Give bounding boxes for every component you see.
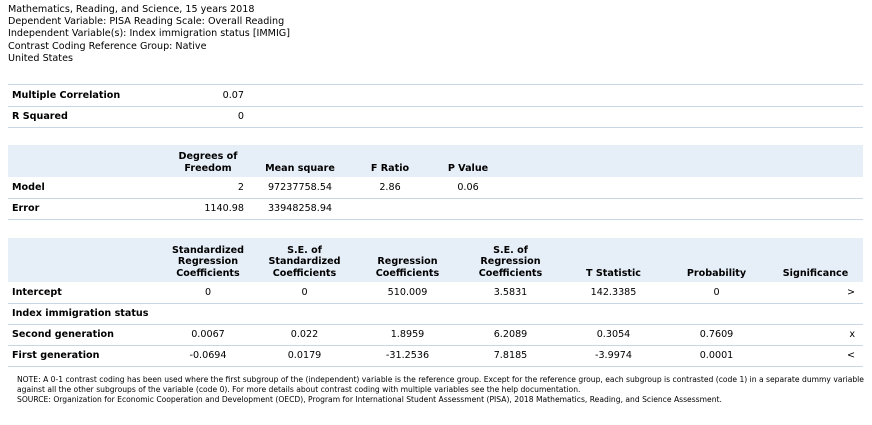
cell-se-reg: 6.2089 <box>459 324 562 346</box>
note-text: NOTE: A 0-1 contrast coding has been use… <box>17 375 864 394</box>
cell-p <box>428 198 508 220</box>
cell-value: 0 <box>188 106 248 128</box>
table-row: First generation -0.0694 0.0179 -31.2536… <box>8 345 863 367</box>
col-header-df: Degrees of Freedom <box>168 145 248 177</box>
row-label: Intercept <box>8 282 163 304</box>
col-header-prob: Probability <box>665 238 768 282</box>
col-header-se-std-line1: S.E. of <box>287 244 322 256</box>
cell-prob: 0.7609 <box>665 324 768 346</box>
header-line-country: United States <box>8 52 73 64</box>
cell-df: 1140.98 <box>168 198 248 220</box>
row-label: First generation <box>8 345 163 367</box>
cell-t: 142.3385 <box>562 282 665 304</box>
table-row: R Squared 0 <box>8 106 863 128</box>
col-header-reg-coef-line2: Coefficients <box>375 267 440 279</box>
cell-t: 0.3054 <box>562 324 665 346</box>
cell-value: 0.07 <box>188 85 248 107</box>
cell-reg: 1.8959 <box>356 324 459 346</box>
report-header: Mathematics, Reading, and Science, 15 ye… <box>8 4 290 65</box>
cell-t: -3.9974 <box>562 345 665 367</box>
col-header-p: P Value <box>428 145 508 177</box>
table-row: Second generation 0.0067 0.022 1.8959 6.… <box>8 324 863 346</box>
table-row: Model 2 97237758.54 2.86 0.06 <box>8 177 863 199</box>
col-header-ms: Mean square <box>248 145 352 177</box>
col-header-se-reg-line3: Coefficients <box>478 267 543 279</box>
table-row: Intercept 0 0 510.009 3.5831 142.3385 0 … <box>8 282 863 304</box>
cell-reg: -31.2536 <box>356 345 459 367</box>
row-label: Multiple Correlation <box>8 85 188 107</box>
row-label: Error <box>8 198 168 220</box>
cell-ms: 97237758.54 <box>248 177 352 199</box>
col-header-se-std: S.E. of Standardized Coefficients <box>253 238 356 282</box>
col-header-std-coef-line3: Coefficients <box>176 267 240 279</box>
row-label: R Squared <box>8 106 188 128</box>
cell-se-reg: 3.5831 <box>459 282 562 304</box>
significance-symbol: x <box>768 324 863 346</box>
table-row: Index immigration status <box>8 303 863 325</box>
cell-p: 0.06 <box>428 177 508 199</box>
col-header-se-std-line3: Coefficients <box>272 267 337 279</box>
cell-f <box>352 198 428 220</box>
cell-prob: 0 <box>665 282 768 304</box>
table-row: Error 1140.98 33948258.94 <box>8 198 863 220</box>
col-header-se-std-line2: Standardized <box>268 256 341 267</box>
header-line-reference: Contrast Coding Reference Group: Native <box>8 40 207 52</box>
table-row: Multiple Correlation 0.07 <box>8 85 863 107</box>
cell-prob: 0.0001 <box>665 345 768 367</box>
cell-std: -0.0694 <box>163 345 253 367</box>
header-line-independent: Independent Variable(s): Index immigrati… <box>8 28 290 40</box>
col-header-f: F Ratio <box>352 145 428 177</box>
footnote: NOTE: A 0-1 contrast coding has been use… <box>17 375 865 404</box>
cell-std: 0.0067 <box>163 324 253 346</box>
cell-f: 2.86 <box>352 177 428 199</box>
col-header-t: T Statistic <box>562 238 665 282</box>
cell-ms: 33948258.94 <box>248 198 352 220</box>
col-header-se-reg-line2: Regression <box>480 256 541 267</box>
cell-df: 2 <box>168 177 248 199</box>
col-header-sig: Significance <box>768 238 863 282</box>
cell-std: 0 <box>163 282 253 304</box>
header-line-title: Mathematics, Reading, and Science, 15 ye… <box>8 4 255 15</box>
cell-reg: 510.009 <box>356 282 459 304</box>
row-group-label: Index immigration status <box>8 303 253 325</box>
header-line-dependent: Dependent Variable: PISA Reading Scale: … <box>8 16 285 28</box>
col-header-se-reg-line1: S.E. of <box>493 244 528 256</box>
cell-se-std: 0.022 <box>253 324 356 346</box>
col-header-std-coef-line1: Standardized <box>172 244 244 256</box>
cell-se-reg: 7.8185 <box>459 345 562 367</box>
col-header-df-line2: Freedom <box>184 162 232 174</box>
source-text: SOURCE: Organization for Economic Cooper… <box>17 394 722 404</box>
col-header-reg-coef: Regression Coefficients <box>356 238 459 282</box>
row-label: Model <box>8 177 168 199</box>
col-header-se-reg: S.E. of Regression Coefficients <box>459 238 562 282</box>
col-header-df-line1: Degrees of <box>178 151 238 162</box>
fit-table: Multiple Correlation 0.07 R Squared 0 <box>8 84 863 128</box>
coefficients-table: Standardized Regression Coefficients S.E. … <box>8 238 863 367</box>
cell-se-std: 0.0179 <box>253 345 356 367</box>
row-label: Second generation <box>8 324 163 346</box>
col-header-reg-coef-line1: Regression <box>377 256 438 267</box>
col-header-std-coef-line2: Regression <box>177 256 239 267</box>
significance-symbol: < <box>768 345 863 367</box>
col-header-std-coef: Standardized Regression Coefficients <box>163 238 253 282</box>
anova-table: Degrees of Freedom Mean square F Ratio P … <box>8 145 863 220</box>
cell-se-std: 0 <box>253 282 356 304</box>
significance-symbol: > <box>768 282 863 304</box>
